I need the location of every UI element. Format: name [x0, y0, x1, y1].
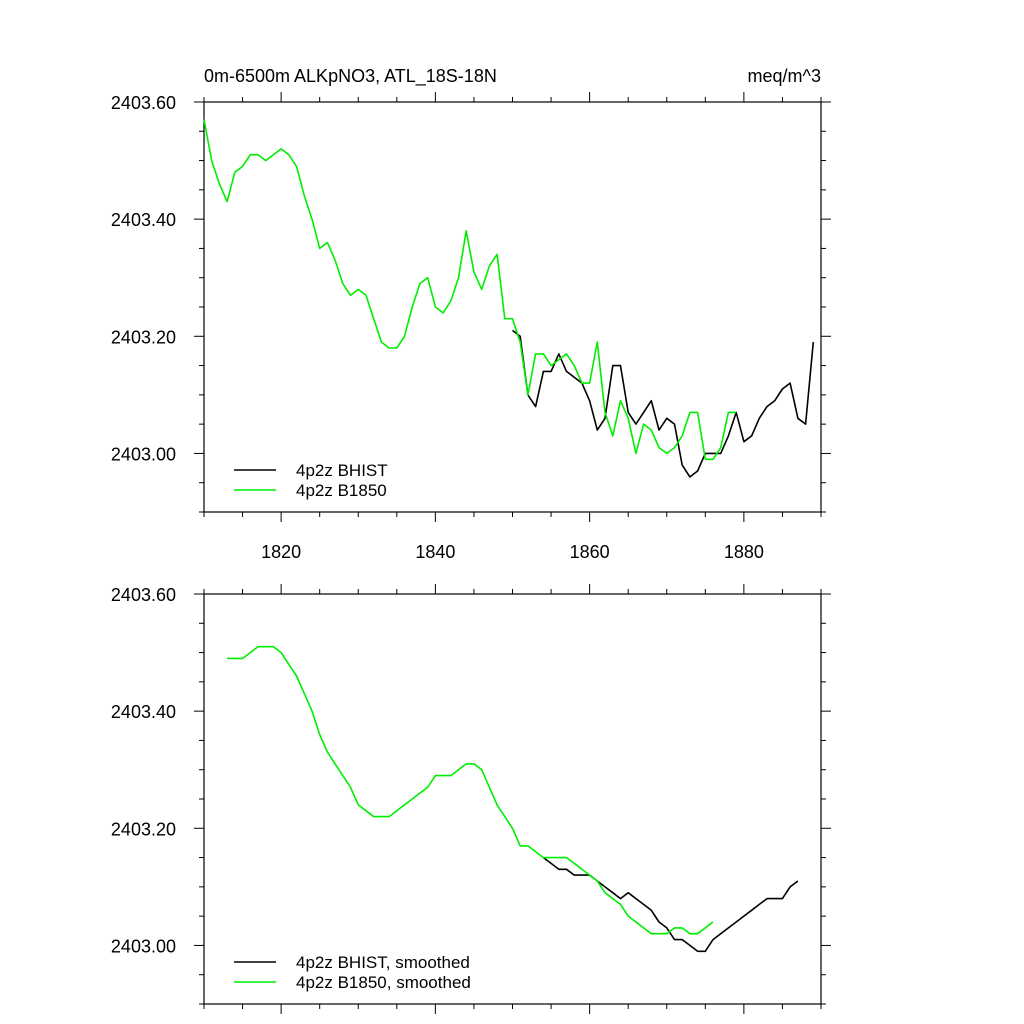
y-tick-label: 2403.00	[111, 936, 176, 956]
chart-title: 0m-6500m ALKpNO3, ATL_18S-18N	[204, 66, 497, 87]
axis-ticks: 2403.00 2403.20 2403.40 2403.60	[111, 584, 831, 1014]
series-lines	[203, 119, 815, 478]
y-tick-label: 2403.60	[111, 585, 176, 605]
x-tick-label: 1880	[724, 542, 764, 562]
legend-label-b1850-smoothed: 4p2z B1850, smoothed	[296, 973, 471, 992]
y-tick-label: 2403.20	[111, 327, 176, 347]
legend-label-bhist: 4p2z BHIST	[296, 461, 388, 480]
series-line-0	[542, 856, 799, 953]
legend-label-bhist-smoothed: 4p2z BHIST, smoothed	[296, 953, 470, 972]
panel-bottom: 2403.00 2403.20 2403.40 2403.60 4p2z BHIST,…	[111, 584, 831, 1014]
legend-label-b1850: 4p2z B1850	[296, 481, 387, 500]
y-tick-label: 2403.20	[111, 819, 176, 839]
x-tick-label: 1860	[570, 542, 610, 562]
plot-frame	[203, 593, 822, 1005]
series-line-1	[227, 645, 714, 935]
series-line-1	[203, 119, 737, 461]
plot-frame	[203, 101, 822, 513]
y-tick-label: 2403.60	[111, 93, 176, 113]
legend: 4p2z BHIST 4p2z B1850	[234, 461, 388, 500]
y-tick-label: 2403.40	[111, 702, 176, 722]
series-lines	[227, 645, 799, 953]
x-tick-label: 1820	[261, 542, 301, 562]
y-tick-label: 2403.40	[111, 210, 176, 230]
units-label: meq/m^3	[748, 66, 821, 86]
x-tick-label: 1840	[415, 542, 455, 562]
series-line-0	[512, 329, 815, 478]
panel-top: 1820 1840 1860 1880 2403.00 2403.20 2403.40 240…	[111, 92, 831, 562]
legend: 4p2z BHIST, smoothed 4p2z B1850, smoothe…	[234, 953, 471, 992]
axis-ticks: 1820 1840 1860 1880 2403.00 2403.20 2403.40 240…	[111, 92, 831, 562]
y-tick-label: 2403.00	[111, 444, 176, 464]
